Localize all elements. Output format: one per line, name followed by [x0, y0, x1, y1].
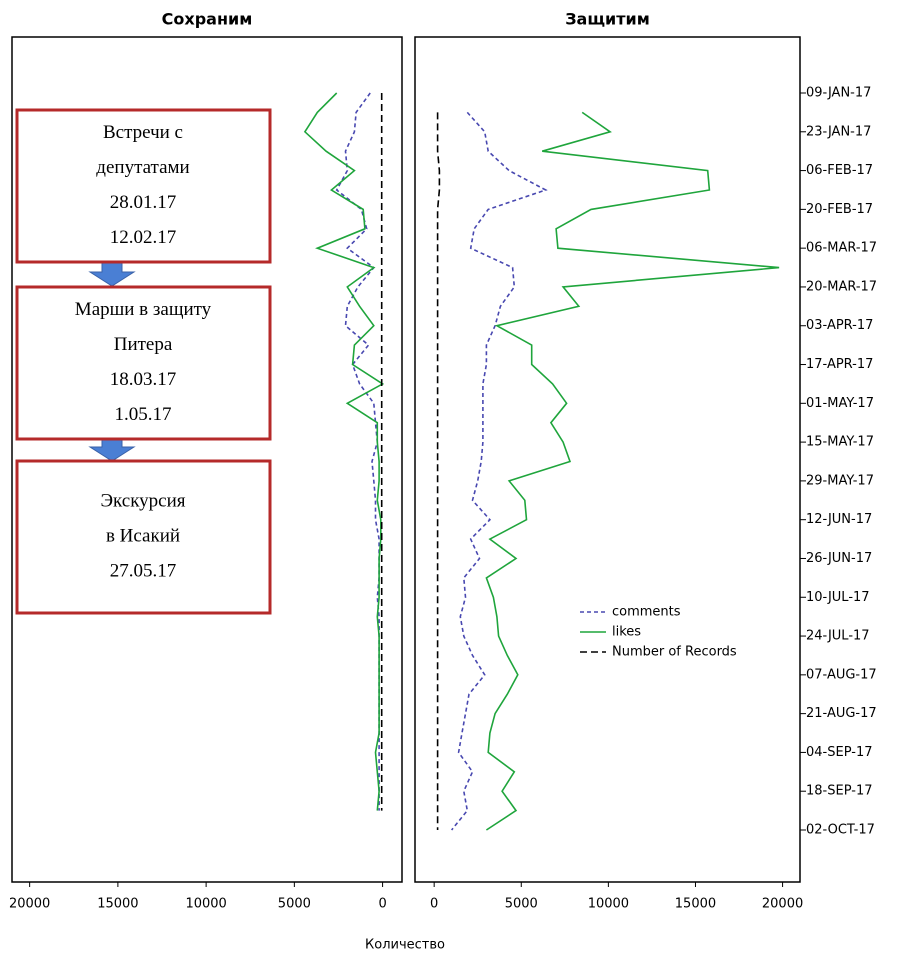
y-tick-label: 24-JUL-17	[806, 629, 870, 644]
series-line	[303, 92, 385, 811]
y-tick-label: 20-MAR-17	[806, 279, 877, 294]
legend-label: Number of Records	[612, 645, 737, 660]
annotation-text: Марши в защиту	[75, 299, 212, 320]
annotation-box	[15, 108, 272, 264]
y-tick-label: 21-AUG-17	[806, 706, 877, 721]
y-tick-label: 04-SEP-17	[806, 745, 873, 760]
panel-title: Защитим	[565, 10, 650, 29]
x-tick-label: 10000	[185, 897, 226, 912]
panel-frame	[414, 36, 801, 883]
series-line	[450, 111, 548, 831]
annotation-text: в Исакий	[106, 525, 180, 546]
y-tick-label: 09-JAN-17	[806, 86, 871, 101]
y-tick-label: 15-MAY-17	[806, 435, 874, 450]
legend-label: likes	[612, 625, 641, 640]
y-tick-label: 10-JUL-17	[806, 590, 870, 605]
annotation-text: 1.05.17	[115, 404, 172, 425]
annotation-text: 18.03.17	[110, 369, 177, 390]
x-tick-label: 5000	[278, 897, 311, 912]
y-tick-label: 20-FEB-17	[806, 202, 873, 217]
y-tick-label: 29-MAY-17	[806, 473, 874, 488]
series-line	[436, 112, 441, 830]
y-tick-label: 03-APR-17	[806, 318, 873, 333]
x-axis-label: Количество	[365, 938, 445, 953]
annotation-text: Встречи с	[103, 122, 183, 143]
x-tick-label: 5000	[505, 897, 538, 912]
x-tick-label: 15000	[97, 897, 138, 912]
y-tick-label: 17-APR-17	[806, 357, 873, 372]
annotation-text: Экскурсия	[100, 490, 185, 511]
annotation-text: Питера	[114, 334, 173, 355]
series-line	[335, 92, 380, 811]
y-tick-label: 07-AUG-17	[806, 667, 877, 682]
arrow	[88, 261, 136, 287]
panel-title: Сохраним	[162, 10, 253, 29]
y-tick-label: 18-SEP-17	[806, 784, 873, 799]
series-line	[485, 111, 780, 831]
y-tick-label: 06-MAR-17	[806, 241, 877, 256]
annotation-text: депутатами	[96, 157, 189, 178]
legend-label: comments	[612, 605, 681, 620]
annotation-box	[15, 459, 272, 615]
x-tick-label: 0	[378, 897, 386, 912]
annotation-text: 28.01.17	[110, 192, 177, 213]
x-tick-label: 15000	[675, 897, 716, 912]
arrow	[88, 436, 136, 462]
y-tick-label: 01-MAY-17	[806, 396, 874, 411]
y-tick-label: 12-JUN-17	[806, 512, 872, 527]
y-tick-label: 26-JUN-17	[806, 551, 872, 566]
annotation-box	[15, 285, 272, 441]
x-tick-label: 20000	[9, 897, 50, 912]
x-tick-label: 20000	[762, 897, 803, 912]
y-tick-label: 23-JAN-17	[806, 124, 871, 139]
y-tick-label: 06-FEB-17	[806, 163, 873, 178]
x-tick-label: 0	[430, 897, 438, 912]
annotation-text: 12.02.17	[110, 227, 177, 248]
y-tick-label: 02-OCT-17	[806, 823, 875, 838]
x-tick-label: 10000	[588, 897, 629, 912]
panel-frame	[11, 36, 403, 883]
annotation-text: 27.05.17	[110, 560, 177, 581]
